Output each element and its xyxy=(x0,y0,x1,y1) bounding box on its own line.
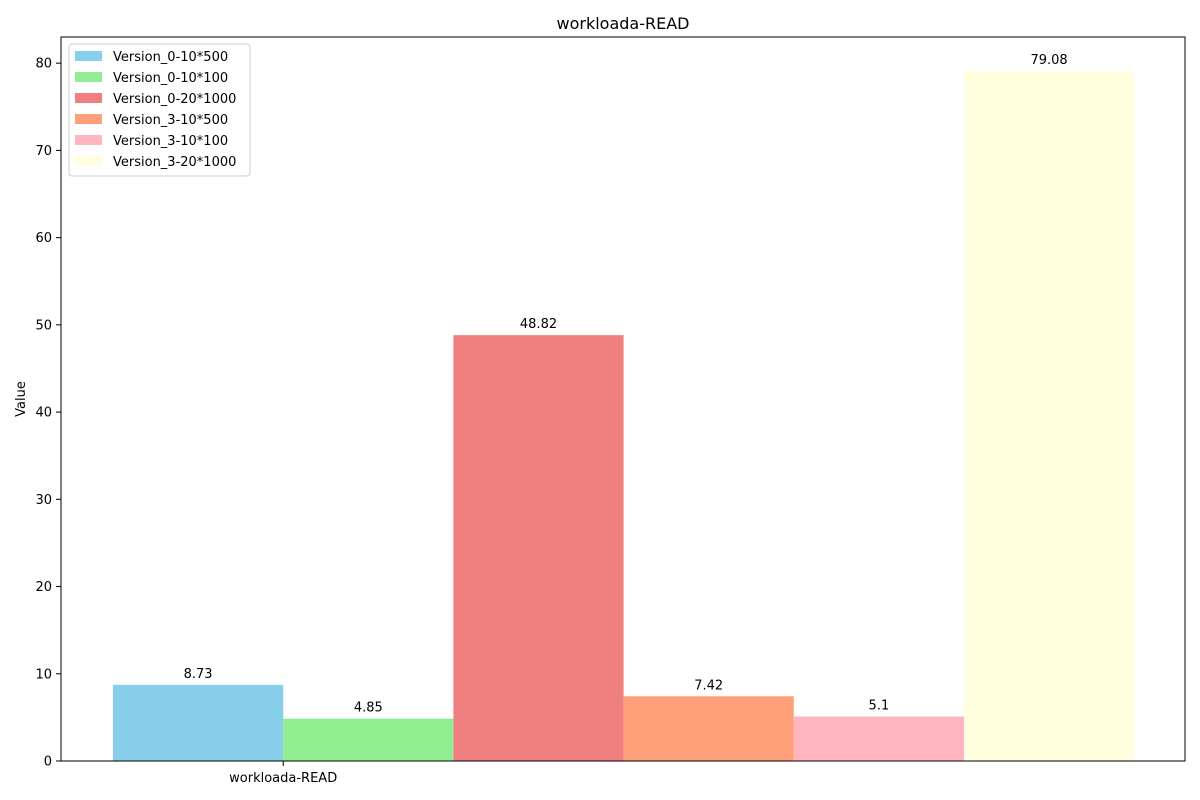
x-axis-ticks: workloada-READ xyxy=(229,761,337,786)
legend-label: Version_0-10*500 xyxy=(113,50,228,65)
bar xyxy=(283,718,454,761)
plot-frame xyxy=(60,36,1186,762)
y-axis-label: Value xyxy=(14,381,29,417)
legend-label: Version_3-20*1000 xyxy=(113,155,236,170)
bar xyxy=(964,71,1135,762)
bar-value-label: 48.82 xyxy=(520,317,557,332)
legend-label: Version_3-10*100 xyxy=(113,134,228,149)
bar-value-label: 4.85 xyxy=(354,701,383,716)
legend-swatch xyxy=(75,135,102,145)
bar-value-label: 79.08 xyxy=(1030,53,1067,68)
y-tick-label: 0 xyxy=(44,755,52,770)
legend-swatch xyxy=(75,72,102,82)
bar xyxy=(623,696,794,761)
y-tick-label: 40 xyxy=(35,406,52,421)
legend-swatch xyxy=(75,51,102,61)
chart-title: workloada-READ xyxy=(557,14,690,33)
legend-label: Version_0-20*1000 xyxy=(113,92,236,107)
y-tick-label: 30 xyxy=(35,493,52,508)
y-tick-label: 80 xyxy=(35,57,52,72)
legend-swatch xyxy=(75,114,102,124)
bar-labels-group: 8.73 4.85 48.82 7.42 5.1 79.08 xyxy=(184,53,1068,716)
y-tick-label: 20 xyxy=(35,580,52,595)
legend: Version_0-10*500 Version_0-10*100 Version_… xyxy=(68,43,251,177)
bar-value-label: 8.73 xyxy=(184,667,213,682)
y-tick-label: 70 xyxy=(35,144,52,159)
y-tick-label: 10 xyxy=(35,667,52,682)
legend-swatch xyxy=(75,93,102,103)
y-tick-label: 60 xyxy=(35,231,52,246)
bar xyxy=(793,716,964,761)
legend-swatch xyxy=(75,156,102,166)
y-tick-label: 50 xyxy=(35,318,52,333)
bar-value-label: 5.1 xyxy=(869,699,890,714)
y-axis-ticks: 0 10 20 30 40 50 60 70 80 xyxy=(35,57,61,770)
bar xyxy=(453,335,624,761)
legend-label: Version_0-10*100 xyxy=(113,71,228,86)
legend-label: Version_3-10*500 xyxy=(113,113,228,128)
bar xyxy=(113,684,284,761)
bars-group xyxy=(113,71,1135,762)
legend-box xyxy=(68,43,251,177)
bar-value-label: 7.42 xyxy=(694,678,723,693)
x-tick-label: workloada-READ xyxy=(229,771,337,786)
